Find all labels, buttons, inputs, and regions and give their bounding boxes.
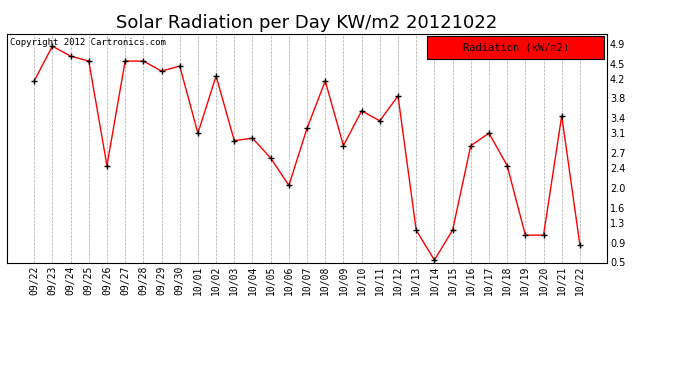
Text: Copyright 2012 Cartronics.com: Copyright 2012 Cartronics.com	[10, 38, 166, 47]
Text: Radiation (kW/m2): Radiation (kW/m2)	[462, 42, 569, 52]
Title: Solar Radiation per Day KW/m2 20121022: Solar Radiation per Day KW/m2 20121022	[117, 14, 497, 32]
FancyBboxPatch shape	[427, 36, 604, 59]
